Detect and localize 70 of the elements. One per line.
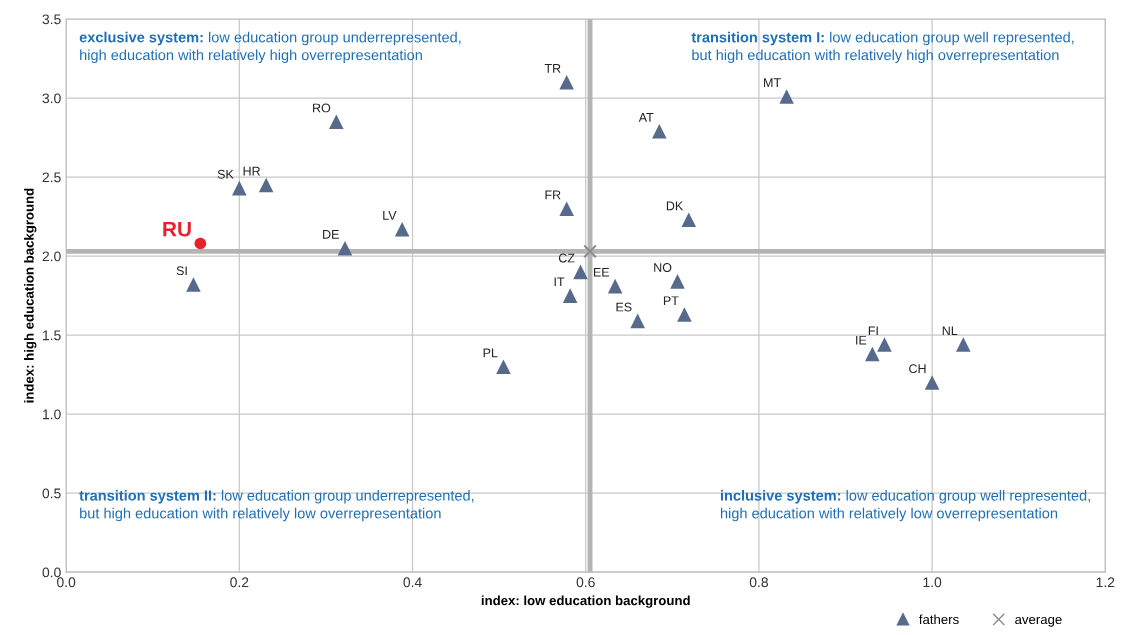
annotation: NO	[654, 263, 672, 272]
y-tick-label: 3.0	[42, 93, 61, 104]
x-tick-label: 1.2	[1096, 577, 1115, 588]
annotation: IT	[554, 277, 565, 287]
annotation: FI	[868, 326, 878, 336]
y-axis-title: index: high education background	[24, 188, 37, 403]
point	[865, 346, 880, 362]
annotation: FR	[545, 190, 561, 200]
y-tick-label: 2.0	[42, 251, 61, 262]
annotation: DK	[666, 201, 684, 211]
annotation: LV	[383, 211, 397, 220]
annotation: ES	[616, 302, 632, 312]
annotation: transition system II: low education group underrepresented, but high education with relatively low overrepresentation	[79, 489, 474, 522]
y-tick-label: 1.0	[43, 409, 61, 420]
point	[779, 89, 794, 104]
annotation: PT	[663, 296, 679, 306]
annotation: DE	[323, 230, 339, 239]
annotation: TR	[544, 64, 561, 73]
x-axis-title: index: low education background	[481, 595, 690, 608]
y-tick-label: 2.5	[42, 172, 61, 183]
point	[559, 201, 574, 216]
annotation: AT	[638, 113, 654, 122]
x-tick-label: 0.4	[403, 577, 422, 588]
annotation: exclusive system: low education group underrepresented, high education with relatively high overrepresentation	[79, 31, 461, 64]
x-tick-label: 0.0	[57, 577, 76, 588]
point	[394, 221, 410, 237]
annotation: transition system I: low education group well represented, but high education with relatively high overrepresentation	[691, 31, 1074, 64]
annotation: EE	[593, 267, 610, 277]
annotation: CH	[909, 364, 926, 374]
point	[194, 237, 207, 250]
annotation: SI	[176, 266, 187, 276]
x-tick-label: 0.8	[749, 577, 768, 588]
point	[956, 337, 971, 352]
y-tick-label: 1.5	[43, 330, 61, 341]
annotation: RO	[313, 103, 331, 113]
point	[329, 114, 344, 130]
annotation: NL	[942, 326, 958, 336]
point	[562, 288, 578, 303]
point	[583, 244, 597, 259]
annotation: PL	[483, 348, 498, 358]
x-tick-label: 0.6	[576, 577, 595, 588]
y-tick-label: 0.0	[42, 567, 61, 578]
point	[877, 337, 892, 352]
point	[670, 274, 685, 289]
legend-label: average	[1015, 616, 1062, 627]
legend-label: fathers	[919, 614, 959, 625]
point	[573, 264, 588, 280]
point	[232, 180, 247, 196]
point	[607, 278, 623, 294]
x-tick-label: 1.0	[923, 577, 942, 588]
annotation: inclusive system: low education group well represented, high education with relatively low overrepresentation	[720, 489, 1090, 522]
point	[677, 307, 692, 322]
x-tick-label: 0.2	[230, 577, 249, 588]
point	[630, 313, 645, 329]
point	[496, 359, 511, 374]
annotation: HR	[243, 166, 261, 176]
point	[337, 240, 353, 256]
annotation: MT	[764, 78, 781, 87]
annotation: CZ	[558, 253, 575, 263]
point	[652, 123, 667, 139]
point	[559, 74, 574, 90]
point	[258, 177, 274, 193]
annotation: IE	[856, 335, 867, 345]
y-tick-label: 0.5	[42, 488, 61, 499]
annotation: SK	[217, 169, 234, 179]
y-tick-label: 3.5	[42, 14, 61, 25]
annotation: RU	[163, 222, 191, 237]
point	[924, 375, 940, 390]
point	[681, 212, 697, 228]
point	[186, 277, 201, 292]
